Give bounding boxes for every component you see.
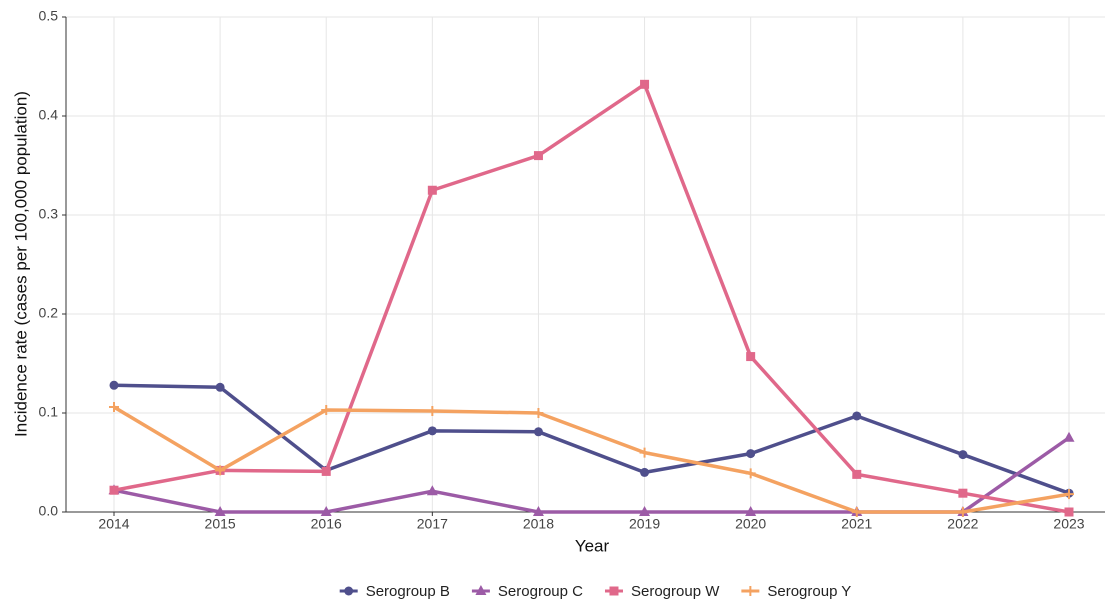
x-tick-label: 2022: [947, 516, 978, 532]
legend-item: Serogroup C: [471, 583, 583, 600]
x-tick-label: 2020: [735, 516, 766, 532]
marker: [215, 382, 225, 392]
x-tick-label: 2021: [841, 516, 872, 532]
legend-text: Serogroup B: [366, 583, 450, 600]
x-tick-label: 2023: [1053, 516, 1084, 532]
legend-item: Serogroup Y: [741, 583, 851, 600]
x-tick-label: 2016: [311, 516, 342, 532]
marker: [639, 447, 650, 458]
marker: [109, 380, 119, 390]
legend: Serogroup B Serogroup C Serogroup W Serogro…: [339, 583, 851, 600]
marker: [427, 406, 438, 417]
marker: [852, 469, 862, 479]
legend-item: Serogroup W: [604, 583, 720, 600]
marker: [427, 426, 437, 436]
marker: [1063, 431, 1075, 442]
marker: [475, 585, 487, 595]
marker: [533, 151, 543, 161]
y-tick-label: 0.5: [39, 8, 59, 24]
marker: [533, 408, 544, 418]
x-tick-label: 2019: [629, 516, 660, 532]
marker: [344, 586, 354, 596]
series-line: [113, 405, 1070, 514]
y-axis-title: Incidence rate (cases per 100,000 popula…: [11, 91, 30, 437]
marker: [426, 485, 438, 496]
marker: [109, 402, 119, 413]
x-tick-label: 2015: [205, 516, 236, 532]
marker: [852, 411, 862, 421]
y-tick-label: 0.2: [39, 305, 59, 321]
marker: [109, 485, 119, 495]
marker: [533, 427, 543, 437]
legend-text: Serogroup Y: [767, 583, 851, 600]
marker: [851, 507, 862, 517]
x-axis-title: Year: [575, 536, 610, 555]
marker: [215, 465, 226, 476]
legend-item: Serogroup B: [339, 583, 450, 600]
marker: [427, 185, 437, 195]
marker: [321, 466, 331, 476]
marker: [639, 506, 651, 516]
series-line: [113, 82, 1070, 514]
marker: [214, 506, 226, 516]
marker: [321, 405, 332, 416]
marker: [958, 488, 968, 498]
legend-text: Serogroup C: [498, 583, 583, 600]
series-line: [113, 383, 1070, 495]
marker: [640, 467, 650, 477]
marker: [957, 507, 968, 517]
marker: [320, 506, 332, 516]
legend-text: Serogroup W: [631, 583, 720, 600]
marker: [745, 506, 757, 516]
marker: [958, 450, 968, 460]
x-tick-label: 2017: [417, 516, 448, 532]
marker: [746, 449, 756, 459]
x-tick-label: 2014: [98, 516, 129, 532]
marker: [746, 352, 756, 362]
marker: [745, 586, 756, 596]
marker: [1064, 507, 1074, 517]
y-tick-label: 0.1: [39, 404, 59, 420]
marker: [745, 468, 756, 479]
x-tick-label: 2018: [523, 516, 554, 532]
marker: [1064, 489, 1074, 500]
marker: [640, 79, 650, 89]
y-tick-label: 0.4: [39, 107, 59, 123]
y-tick-label: 0.0: [39, 503, 59, 519]
y-tick-label: 0.3: [39, 206, 59, 222]
marker: [532, 506, 544, 516]
marker: [609, 586, 619, 596]
